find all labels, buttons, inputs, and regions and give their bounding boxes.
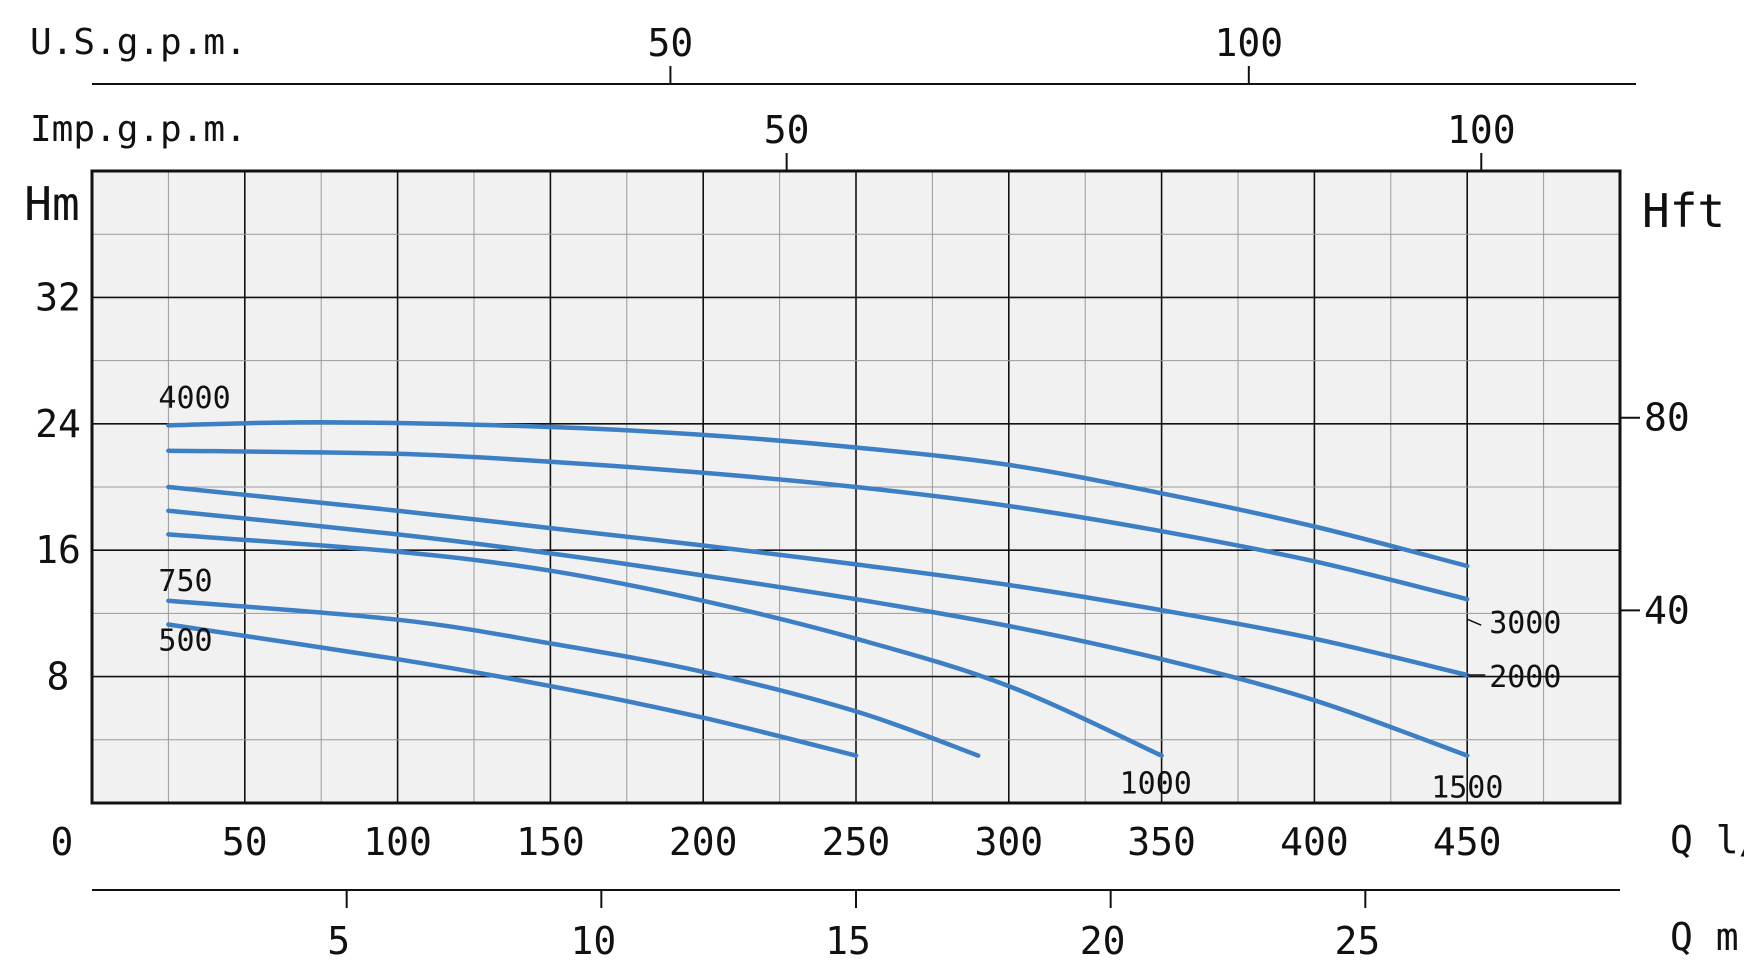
usgpm-tick-label: 100 <box>1215 21 1284 65</box>
y-left-unit: Hm <box>24 177 79 231</box>
curve-label-750: 750 <box>158 564 212 599</box>
axes <box>92 66 1640 908</box>
curve-label-4000: 4000 <box>158 381 230 416</box>
curve-label-3000: 3000 <box>1489 606 1561 641</box>
x-tick-label: 0 <box>51 820 74 864</box>
curve-1500 <box>166 508 1470 758</box>
curve-3000 <box>166 448 1470 602</box>
labels: 4000 750 500 3000 2000 1000 1500 0 50 100 150 200 25… <box>24 21 1744 963</box>
curve-500 <box>166 622 859 758</box>
y-right-tick-label: 80 <box>1644 396 1690 440</box>
impgpm-axis-unit: Imp.g.p.m. <box>30 109 247 150</box>
x-tick-label: 150 <box>516 820 585 864</box>
impgpm-tick-label: 100 <box>1447 108 1516 152</box>
y-right-unit: Hft <box>1642 184 1725 238</box>
x-tick-label: 400 <box>1280 820 1349 864</box>
m3h-tick-label: 25 <box>1334 919 1380 963</box>
leader-3000 <box>1466 618 1482 626</box>
m3h-tick-label: 10 <box>570 919 616 963</box>
m3h-tick-label: 20 <box>1080 919 1126 963</box>
x-tick-label: 200 <box>669 820 738 864</box>
curve-1000 <box>166 532 1164 758</box>
x-tick-label: 300 <box>974 820 1043 864</box>
impgpm-tick-label: 50 <box>764 108 810 152</box>
x-tick-label: 50 <box>222 820 268 864</box>
y-left-tick-label: 16 <box>35 528 81 572</box>
x-tick-label: 450 <box>1433 820 1502 864</box>
curve-label-1500: 1500 <box>1431 771 1503 806</box>
x-tick-label: 250 <box>822 820 891 864</box>
curve-label-500: 500 <box>158 623 212 658</box>
curve-4000 <box>166 419 1470 569</box>
curve-2000 <box>166 484 1470 678</box>
curve-label-2000: 2000 <box>1489 660 1561 695</box>
curves <box>166 419 1470 758</box>
x-tick-label: 100 <box>363 820 432 864</box>
x-axis-unit: Q l/1' <box>1670 818 1744 862</box>
y-left-tick-label: 24 <box>35 402 81 446</box>
curve-750 <box>166 598 981 758</box>
m3h-axis-unit: Q m³/h <box>1670 915 1744 959</box>
y-left-tick-label: 32 <box>35 275 81 319</box>
x-tick-label: 350 <box>1127 820 1196 864</box>
curve-label-1000: 1000 <box>1120 767 1192 802</box>
y-left-tick-label: 8 <box>47 655 70 699</box>
usgpm-tick-label: 50 <box>648 21 694 65</box>
m3h-tick-label: 15 <box>825 919 871 963</box>
y-right-tick-label: 40 <box>1644 588 1690 632</box>
usgpm-axis-unit: U.S.g.p.m. <box>30 22 247 63</box>
m3h-tick-label: 5 <box>327 919 350 963</box>
plot-frame <box>90 169 1622 805</box>
